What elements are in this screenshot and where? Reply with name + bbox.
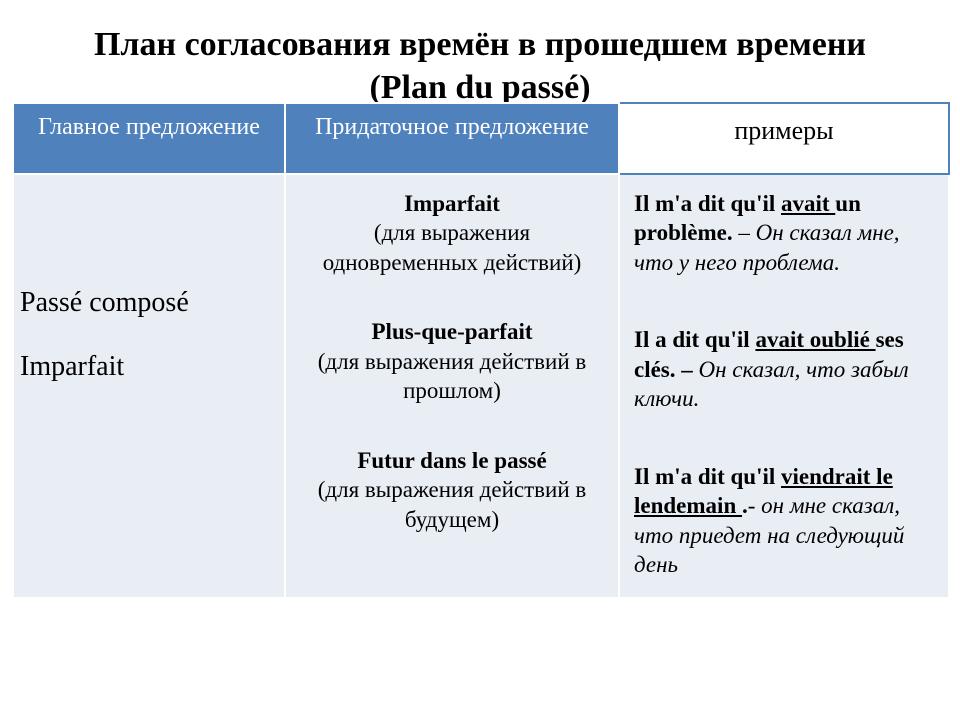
cell-subordinate-tenses: Imparfait (для выражения одновременных д… [285, 174, 619, 598]
slide: План согласования времён в прошедшем вре… [0, 0, 960, 720]
slide-title: План согласования времён в прошедшем вре… [54, 24, 906, 109]
cell-examples: Il m'a dit qu'il avait un problème. – Он… [619, 174, 949, 598]
cell-main-tenses: Passé composé Imparfait [13, 174, 285, 598]
ex1-dash: – [733, 220, 756, 245]
grammar-table: Главное предложение Придаточное предложе… [12, 102, 950, 599]
ex2-dash: – [676, 357, 699, 382]
header-subordinate-clause: Придаточное предложение [285, 103, 619, 174]
example-3: Il m'a dit qu'il viendrait le lendemain … [634, 462, 934, 580]
tense-passe-compose: Passé composé [20, 285, 278, 321]
table-header-row: Главное предложение Придаточное предложе… [13, 103, 949, 174]
sub-tense-plusqueparfait: Plus-que-parfait [300, 317, 604, 346]
ex1-fr-underline: avait [781, 191, 835, 216]
sub-desc-imparfait: (для выражения одновременных действий) [300, 218, 604, 277]
header-main-clause: Главное предложение [13, 103, 285, 174]
block-futurpasse: Futur dans le passé (для выражения дейст… [300, 446, 604, 534]
ex3-fr-pre: Il m'a dit qu'il [634, 464, 781, 489]
ex2-fr-underline: avait oublié [755, 327, 875, 352]
example-2: Il a dit qu'il avait oublié ses clés. – … [634, 325, 934, 413]
block-imparfait: Imparfait (для выражения одновременных д… [300, 189, 604, 277]
header-examples: примеры [619, 103, 949, 174]
sub-desc-futurpasse: (для выражения действий в будущем) [300, 475, 604, 534]
tense-imparfait: Imparfait [20, 349, 278, 385]
ex2-fr-pre: Il a dit qu'il [634, 327, 755, 352]
example-1: Il m'a dit qu'il avait un problème. – Он… [634, 189, 934, 277]
sub-tense-imparfait: Imparfait [300, 189, 604, 218]
table-row: Passé composé Imparfait Imparfait (для в… [13, 174, 949, 598]
sub-desc-plusqueparfait: (для выражения действий в прошлом) [300, 347, 604, 406]
ex3-dash: - [748, 493, 761, 518]
ex1-fr-pre: Il m'a dit qu'il [634, 191, 781, 216]
block-plusqueparfait: Plus-que-parfait (для выражения действий… [300, 317, 604, 405]
sub-tense-futurpasse: Futur dans le passé [300, 446, 604, 475]
